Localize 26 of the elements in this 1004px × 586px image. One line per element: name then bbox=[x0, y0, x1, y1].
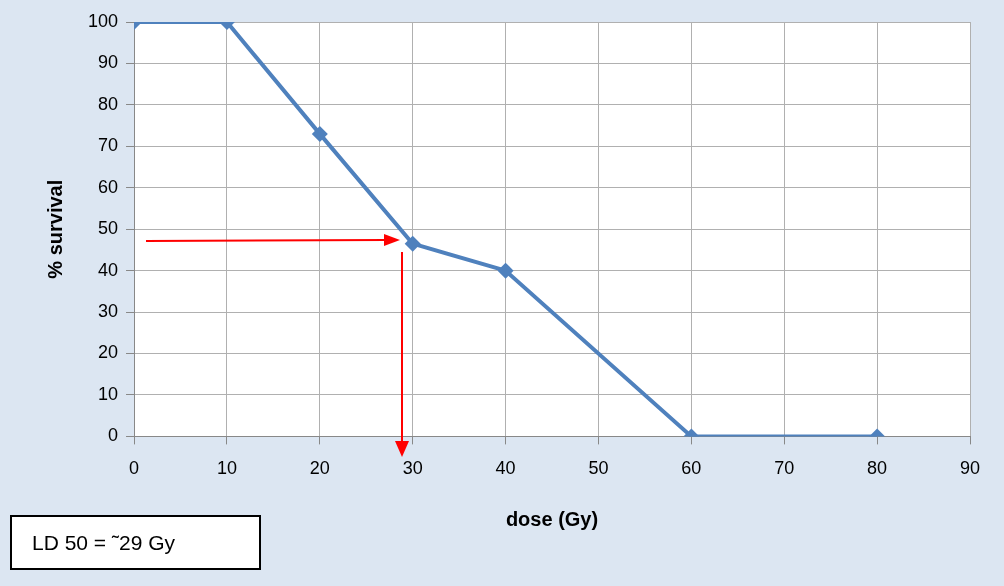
y-axis-title: % survival bbox=[43, 179, 66, 279]
x-tick-label: 80 bbox=[867, 458, 888, 479]
x-axis-title: dose (Gy) bbox=[505, 507, 599, 530]
y-tick-label: 40 bbox=[98, 259, 119, 280]
point bbox=[497, 262, 514, 279]
x-tick-label: 30 bbox=[402, 458, 423, 479]
y-tick-label: 50 bbox=[98, 218, 119, 239]
x-tick-label: 70 bbox=[774, 458, 795, 479]
y-tick-label: 70 bbox=[98, 135, 119, 156]
y-tick-label: 10 bbox=[98, 383, 119, 404]
y-tick-label: 100 bbox=[87, 10, 119, 31]
point bbox=[404, 235, 421, 252]
y-tick-label: 30 bbox=[98, 301, 119, 322]
y-tick-label: 60 bbox=[98, 176, 119, 197]
x-tick-label: 40 bbox=[495, 458, 516, 479]
y-tick-label: 0 bbox=[108, 425, 119, 446]
x-tick-label: 60 bbox=[681, 458, 702, 479]
x-tick-label: 50 bbox=[588, 458, 609, 479]
y-tick-label: 90 bbox=[98, 52, 119, 73]
x-tick-label: 20 bbox=[309, 458, 330, 479]
y-tick-label: 80 bbox=[98, 93, 119, 114]
x-tick-label: 90 bbox=[959, 458, 981, 479]
text: LD 50 = ˜29 Gy bbox=[10, 515, 261, 570]
x-tick-label: 10 bbox=[216, 458, 237, 479]
y-tick-label: 20 bbox=[98, 342, 119, 363]
x-tick-label: 0 bbox=[129, 458, 140, 479]
